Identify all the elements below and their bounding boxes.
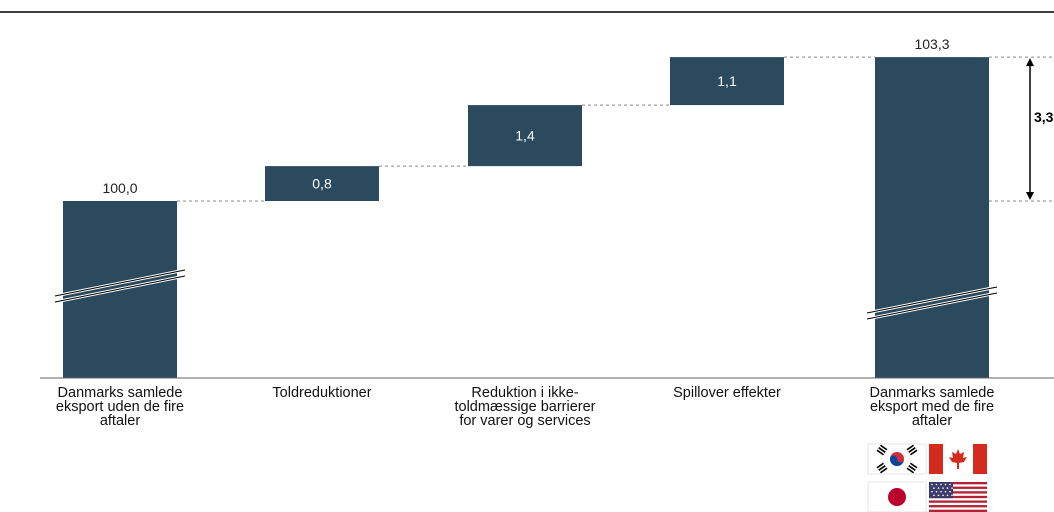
annotation-arrowhead-up <box>1026 58 1034 67</box>
break-mark-5-2 <box>866 292 998 320</box>
category-label-4: Spillover effekter <box>673 385 781 401</box>
category-label-1: Danmarks samlede eksport uden de fire af… <box>55 385 185 429</box>
bar-3 <box>468 105 582 167</box>
difference-annotation: 3,3% <box>989 56 1054 202</box>
japan-flag <box>867 481 927 512</box>
bars <box>63 57 989 379</box>
category-label-2: Toldreduktioner <box>272 385 372 401</box>
value-label-3: 1,4 <box>515 128 535 144</box>
value-label-4: 1,1 <box>717 73 737 89</box>
value-label-1: 100,0 <box>102 180 137 196</box>
category-label-5: Danmarks samlede eksport med de fire aft… <box>869 385 995 429</box>
agreement-flags <box>867 443 987 512</box>
usa-flag <box>929 482 987 512</box>
value-label-5: 103,3 <box>914 36 949 52</box>
connector-lines <box>177 56 875 202</box>
canada-flag <box>929 444 987 474</box>
break-mark-1-1 <box>54 269 186 297</box>
bar-5 <box>875 57 989 379</box>
annotation-arrowhead-down <box>1026 192 1034 200</box>
value-labels: 100,0 0,8 1,4 1,1 103,3 <box>102 36 949 196</box>
south-korea-flag <box>867 443 927 475</box>
axis-breaks <box>54 268 998 321</box>
value-label-2: 0,8 <box>312 176 332 192</box>
annotation-label: 3,3% <box>1034 109 1054 125</box>
category-label-3: Reduktion i ikke-toldmæssige barrierer f… <box>454 385 596 429</box>
bar-2 <box>265 166 379 201</box>
bar-4 <box>670 57 784 106</box>
break-mark-1-2 <box>54 275 186 303</box>
break-mark-5-1 <box>866 286 998 314</box>
